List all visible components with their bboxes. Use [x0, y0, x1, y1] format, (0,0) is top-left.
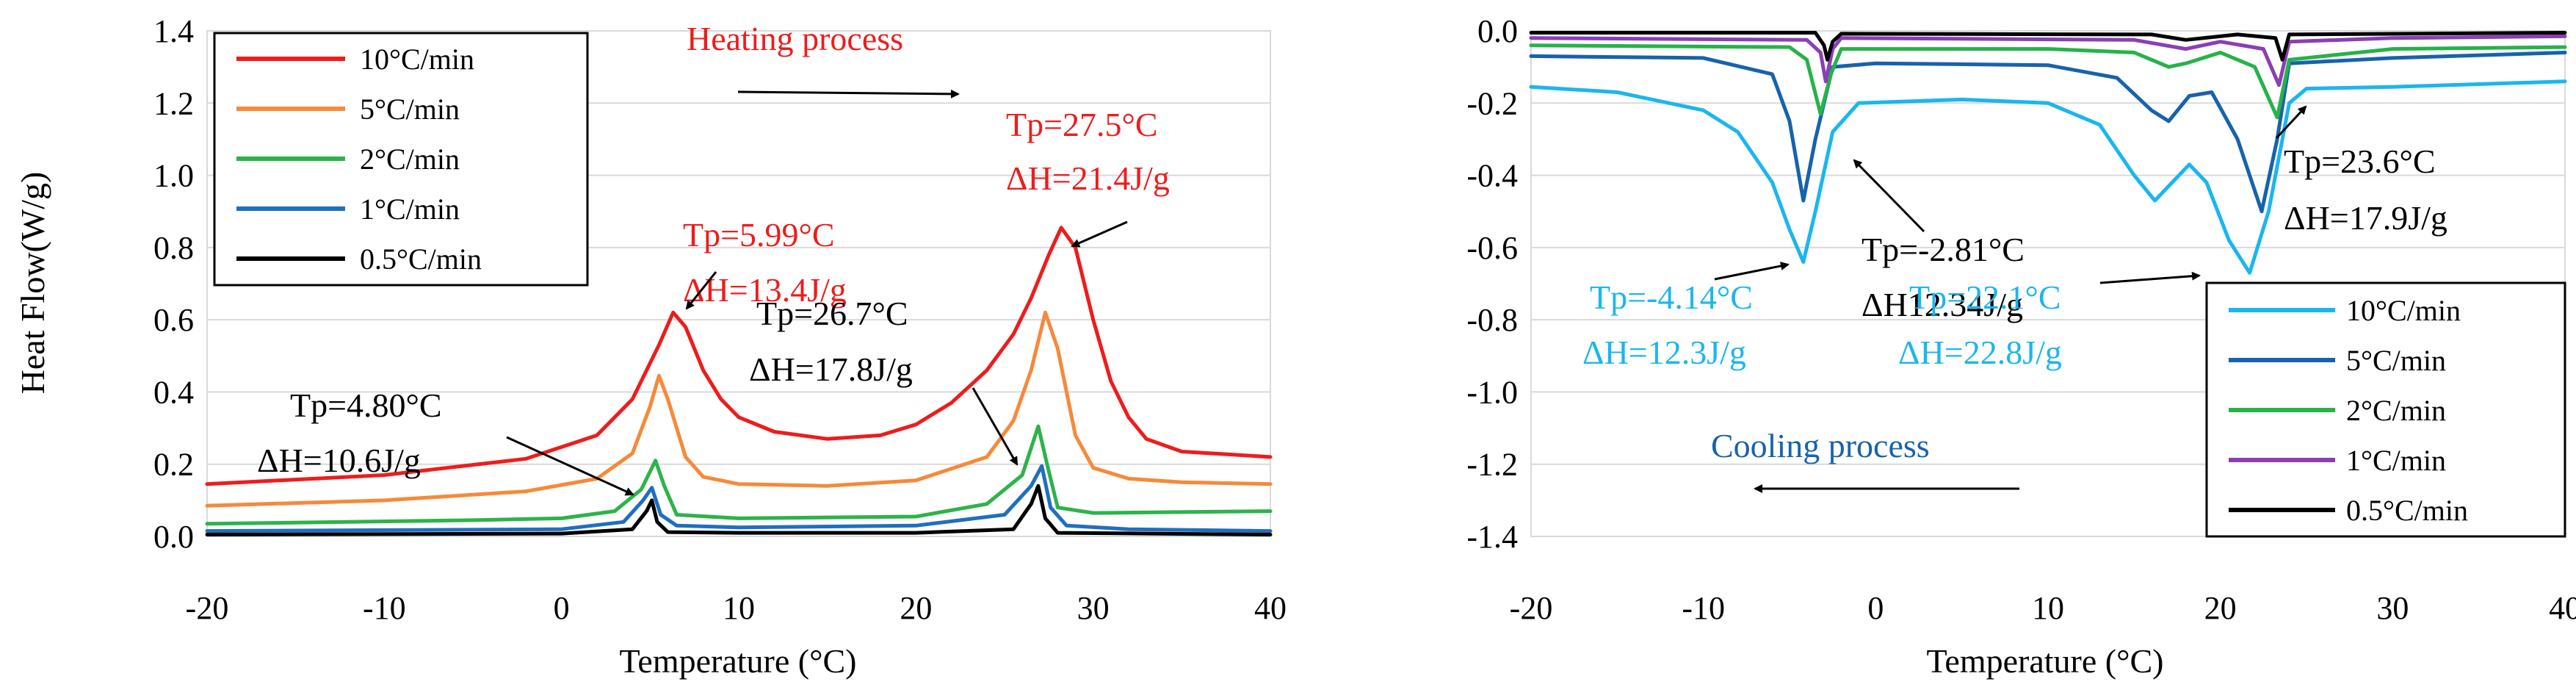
annot-arrow-267 [972, 387, 1019, 466]
left-legend-label-2: 2°C/min [360, 143, 460, 176]
left-xtick-label: 40 [1254, 590, 1287, 626]
right-series-line-4 [1529, 31, 2567, 62]
right-xtick-label: 40 [2549, 590, 2576, 626]
right-legend-label-10: 10°C/min [2346, 294, 2461, 327]
left-xtick-label: 10 [723, 590, 755, 626]
left-legend-label-10: 10°C/min [360, 43, 474, 76]
left-ytick-label: 0.8 [153, 230, 194, 266]
annot-tp-n414: Tp=-4.14°C [1590, 278, 1753, 316]
right-ytick-label: -1.0 [1466, 374, 1518, 410]
right-xtick-label: -20 [1510, 590, 1553, 626]
left-xtick-label: 0 [554, 590, 570, 626]
annot-dh-1234: ΔH12.34J/g [1862, 286, 2023, 323]
left-xtick-label: 30 [1077, 590, 1110, 626]
right-ytick-label: 0.0 [1477, 13, 1518, 49]
annot-arrow-n414 [1714, 262, 1790, 281]
heating-process-label: Heating process [687, 20, 903, 57]
annot-arrow-236 [2275, 105, 2307, 140]
left-series-line-2 [205, 424, 1273, 526]
annot-dh-123: ΔH=12.3J/g [1582, 334, 1746, 371]
annot-dh-178: ΔH=17.8J/g [749, 351, 913, 388]
annot-arrow-275 [1071, 220, 1128, 248]
annot-arrow-n281 [1853, 159, 1925, 233]
annot-dh-214: ΔH=21.4J/g [1006, 159, 1170, 197]
right-xtick-label: 20 [2204, 590, 2237, 626]
annot-arrow-480 [506, 436, 634, 496]
cooling-chart: 0.0 -0.2 -0.4 -0.6 -0.8 -1.0 -1.2 -1.4 -20 -10 0 10… [1466, 13, 2576, 680]
left-ytick-label: 0.2 [153, 447, 194, 483]
left-ytick-label: 0.6 [153, 302, 194, 338]
right-ytick-label: -1.2 [1466, 447, 1518, 483]
right-ytick-label: -0.4 [1466, 158, 1518, 194]
right-x-axis-label: Temperature (°C) [1927, 642, 2164, 680]
cooling-process-label: Cooling process [1711, 427, 1930, 464]
left-y-axis-label: Heat Flow(W/g) [14, 172, 51, 395]
annot-dh-179: ΔH=17.9J/g [2284, 199, 2447, 237]
left-x-axis-label: Temperature (°C) [620, 642, 857, 680]
annot-dh-228: ΔH=22.8J/g [1898, 334, 2062, 371]
left-legend-label-5: 5°C/min [360, 93, 460, 126]
left-xtick-label: 20 [900, 590, 932, 626]
left-ytick-label: 0.4 [153, 374, 194, 410]
right-legend-label-05: 0.5°C/min [2346, 494, 2468, 527]
heating-chart: 0.00.20.40.60.81.01.21.4-20 -10 0 10 20 30 40 … [14, 13, 1287, 680]
left-ytick-label: 1.0 [153, 158, 194, 194]
right-xtick-label: 30 [2376, 590, 2409, 626]
right-xtick-label: -10 [1682, 590, 1725, 626]
annot-tp-236: Tp=23.6°C [2284, 143, 2436, 180]
right-xtick-label: 0 [1867, 590, 1884, 626]
right-series-line-2 [1529, 43, 2567, 120]
left-xtick-label: -10 [363, 590, 406, 626]
left-xtick-label: -20 [186, 590, 229, 626]
annot-tp-n281: Tp=-2.81°C [1862, 231, 2025, 268]
left-ytick-label: 1.2 [153, 85, 194, 121]
right-series-line-3 [1529, 34, 2567, 87]
left-series-line-3 [205, 464, 1273, 533]
right-ytick-label: -0.2 [1466, 85, 1518, 121]
right-legend-label-5: 5°C/min [2346, 344, 2446, 377]
right-series-line-1 [1529, 51, 2567, 214]
left-series-line-0 [205, 226, 1273, 486]
left-legend: 10°C/min 5°C/min 2°C/min 1°C/min 0.5°C/m… [213, 32, 589, 287]
left-legend-label-05: 0.5°C/min [360, 242, 482, 276]
left-ytick-label: 0.0 [153, 519, 194, 555]
left-legend-label-1: 1°C/min [360, 193, 460, 226]
right-xtick-label: 10 [2032, 590, 2064, 626]
heating-direction-arrow [737, 89, 960, 98]
annot-tp-267: Tp=26.7°C [756, 295, 908, 332]
right-legend-label-1: 1°C/min [2346, 444, 2446, 477]
right-ytick-label: -0.8 [1466, 302, 1518, 338]
annot-tp-480: Tp=4.80°C [290, 387, 442, 424]
annot-dh-106: ΔH=10.6J/g [257, 442, 421, 479]
left-series-line-1 [205, 310, 1273, 508]
right-legend: 10°C/min 5°C/min 2°C/min 1°C/min 0.5°C/m… [2205, 281, 2566, 538]
annot-arrow-221 [2099, 271, 2201, 284]
left-series-line-4 [205, 484, 1273, 536]
left-ytick-label: 1.4 [153, 13, 194, 49]
annot-tp-221: Tp=22.1°C [1909, 278, 2061, 316]
right-series-line-0 [1529, 79, 2567, 275]
annot-tp-275: Tp=27.5°C [1006, 106, 1158, 143]
right-legend-label-2: 2°C/min [2346, 394, 2446, 427]
right-ytick-label: -1.4 [1466, 519, 1518, 555]
right-ytick-label: -0.6 [1466, 230, 1518, 266]
annot-tp-599: Tp=5.99°C [683, 216, 835, 254]
annot-arrow-599 [685, 271, 717, 310]
